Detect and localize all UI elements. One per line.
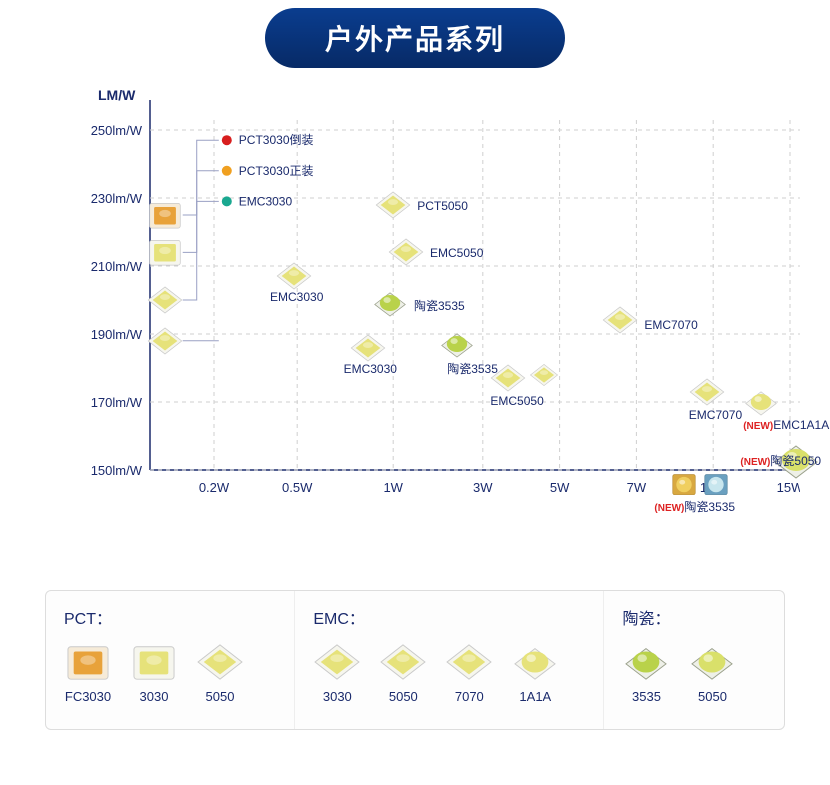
chart-area: LM/W 250lm/W 230lm/W 210lm/W 190lm/W 170lm/W 1… — [50, 90, 800, 520]
chip-emc3030-1 — [275, 260, 313, 292]
category-items: 3030 5050 7070 1A1A — [313, 641, 585, 704]
category-item-label: 5050 — [206, 689, 235, 704]
category-item: 3030 — [313, 641, 361, 704]
svg-text:1W: 1W — [383, 480, 403, 495]
chip-emc5050-3 — [529, 362, 559, 388]
chip-label: (NEW)EMC1A1A — [743, 418, 829, 432]
category-column: 陶瓷： 3535 5050 — [604, 591, 784, 729]
category-item: 5050 — [688, 641, 736, 704]
category-title: 陶瓷： — [622, 605, 766, 629]
chip-label: EMC7070 — [644, 318, 697, 332]
chip-label: 陶瓷3535 — [414, 297, 465, 314]
category-item-label: 3030 — [140, 689, 169, 704]
chip-label: EMC3030 — [270, 290, 323, 304]
svg-text:LM/W: LM/W — [98, 90, 136, 103]
category-item-label: 5050 — [389, 689, 418, 704]
category-item-label: 3030 — [323, 689, 352, 704]
chip-cer3535-1 — [371, 287, 409, 319]
category-title: PCT： — [64, 605, 276, 629]
svg-text:0.5W: 0.5W — [282, 480, 313, 495]
categories-panel: PCT： FC3030 3030 5050 EMC： 3030 5050 7070 1A1A 陶瓷… — [45, 590, 785, 730]
category-item: 3030 — [130, 641, 178, 704]
svg-text:150lm/W: 150lm/W — [91, 463, 143, 478]
chip-label: (NEW)陶瓷5050 — [740, 452, 821, 469]
category-column: PCT： FC3030 3030 5050 — [46, 591, 295, 729]
chip-emc5050-2 — [489, 362, 527, 394]
svg-text:3W: 3W — [473, 480, 493, 495]
svg-text:15W: 15W — [777, 480, 800, 495]
svg-text:PCT3030正装: PCT3030正装 — [239, 164, 314, 178]
chip-label: PCT5050 — [417, 199, 468, 213]
category-items: FC3030 3030 5050 — [64, 641, 276, 704]
svg-text:170lm/W: 170lm/W — [91, 395, 143, 410]
svg-text:PCT3030倒装: PCT3030倒装 — [239, 133, 314, 147]
category-item: FC3030 — [64, 641, 112, 704]
category-item: 7070 — [445, 641, 493, 704]
category-item: 1A1A — [511, 641, 559, 704]
category-items: 3535 5050 — [622, 641, 766, 704]
chip-cer3535-n2 — [701, 471, 731, 497]
chip-label: EMC3030 — [344, 362, 397, 376]
category-column: EMC： 3030 5050 7070 1A1A — [295, 591, 604, 729]
category-item-label: 5050 — [698, 689, 727, 704]
chip-emc7070-2 — [688, 376, 726, 408]
category-item-label: 3535 — [632, 689, 661, 704]
category-item-label: FC3030 — [65, 689, 111, 704]
category-item: 5050 — [379, 641, 427, 704]
chip-emc7070-1 — [601, 304, 639, 336]
new-tag: (NEW) — [654, 503, 684, 514]
chip-pct5050 — [374, 189, 412, 221]
svg-text:190lm/W: 190lm/W — [91, 327, 143, 342]
category-item-label: 1A1A — [519, 689, 551, 704]
svg-text:0.2W: 0.2W — [199, 480, 230, 495]
chip-emc5050-1 — [387, 236, 425, 268]
page-title: 户外产品系列 — [265, 8, 565, 68]
new-tag: (NEW) — [743, 421, 773, 432]
chip-label: (NEW)陶瓷3535 — [654, 498, 735, 515]
svg-text:EMC3030: EMC3030 — [239, 194, 293, 208]
chip-fc3030-a — [146, 199, 184, 231]
svg-text:5W: 5W — [550, 480, 570, 495]
chip-label: EMC5050 — [430, 246, 483, 260]
category-item: 3535 — [622, 641, 670, 704]
new-tag: (NEW) — [740, 457, 770, 468]
chip-3030-c — [146, 325, 184, 357]
chip-cer3535-2 — [438, 328, 476, 360]
chip-label: EMC7070 — [689, 408, 742, 422]
chip-emc3030-2 — [349, 332, 387, 364]
chip-label: EMC5050 — [490, 394, 543, 408]
svg-text:210lm/W: 210lm/W — [91, 259, 143, 274]
svg-text:230lm/W: 230lm/W — [91, 191, 143, 206]
chip-3030-a — [146, 236, 184, 268]
category-item-label: 7070 — [455, 689, 484, 704]
chip-emc1a1a — [742, 386, 780, 418]
category-title: EMC： — [313, 605, 585, 629]
chip-cer3535-n1 — [669, 471, 699, 497]
svg-text:250lm/W: 250lm/W — [91, 123, 143, 138]
category-item: 5050 — [196, 641, 244, 704]
svg-text:7W: 7W — [627, 480, 647, 495]
chip-3030-b — [146, 284, 184, 316]
